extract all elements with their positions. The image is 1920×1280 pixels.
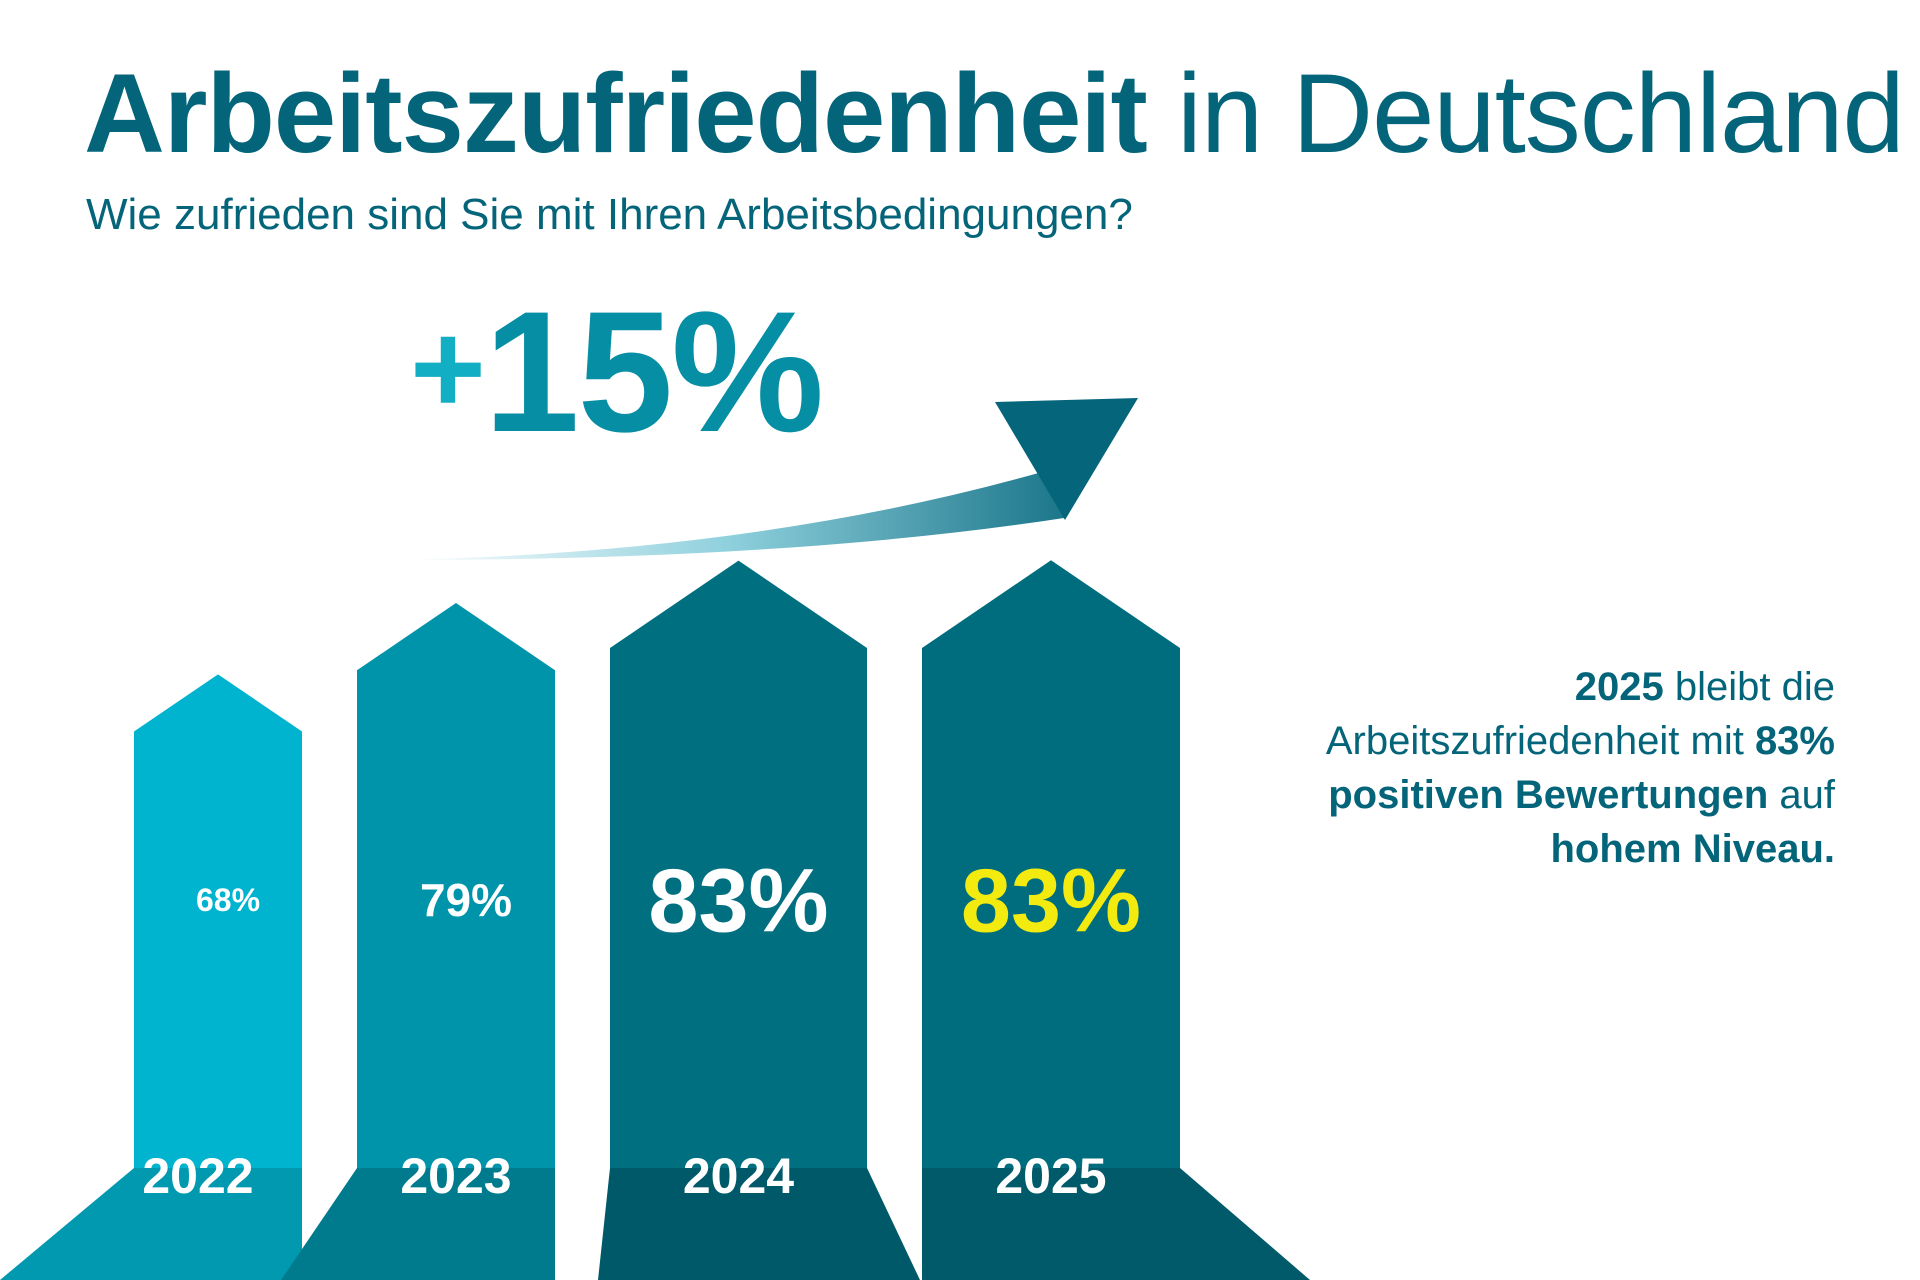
bar-value-label: 83% [961,852,1141,952]
note-text-1: bleibt die Arbeitszufriedenheit mit [1325,665,1835,763]
bar-value-label: 68% [196,882,260,918]
bar-value-label: 79% [420,874,512,926]
year-label: 2024 [683,1148,794,1204]
title-light: in Deutschland [1176,51,1905,176]
bar [610,560,867,1168]
note-rating: 83% positiven Bewertungen [1328,719,1835,817]
note-text-2: auf [1768,773,1835,817]
growth-value: 15% [483,276,824,468]
year-label: 2022 [142,1148,253,1204]
bar [357,602,555,1168]
year-label: 2023 [400,1148,511,1204]
title-bold: Arbeitszufriedenheit [84,51,1148,176]
bar-value-label: 83% [648,852,828,952]
page-title: Arbeitszufriedenheit in Deutschland [84,58,1905,170]
page-subtitle: Wie zufrieden sind Sie mit Ihren Arbeits… [86,190,1133,239]
bar-base [922,1168,1310,1280]
bar-base [598,1168,920,1280]
year-label: 2025 [995,1148,1106,1204]
bar [134,674,302,1168]
bar [922,560,1180,1168]
growth-plus: + [410,295,486,441]
summary-note: 2025 bleibt die Arbeitszufriedenheit mit… [1235,660,1835,876]
growth-figure: +15% [410,286,824,458]
trend-arrow-icon [400,398,1138,560]
bar-base [281,1168,555,1280]
bar-base [0,1168,302,1280]
note-year: 2025 [1574,665,1664,709]
note-level: hohem Niveau. [1550,827,1835,871]
